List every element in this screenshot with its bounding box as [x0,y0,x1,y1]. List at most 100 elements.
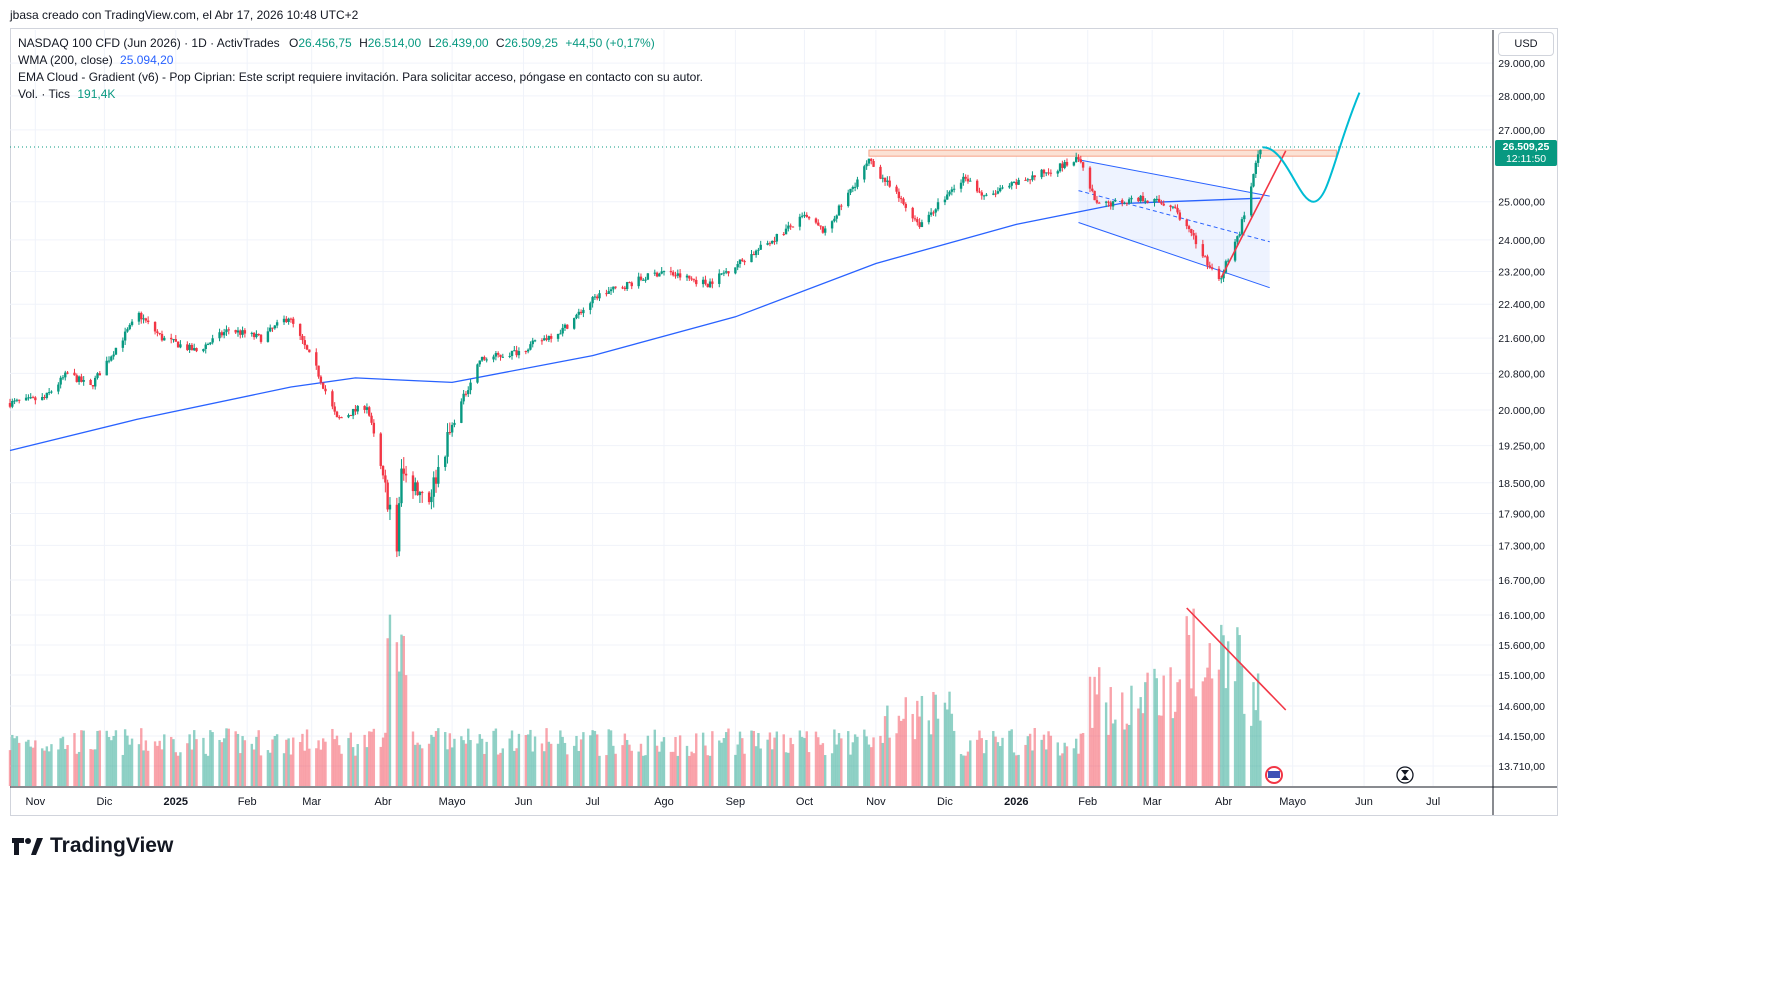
candle-body [517,351,521,356]
candle-body [609,289,613,292]
candle-body [351,409,355,416]
volume-bar [349,732,353,786]
volume-bar [766,739,769,786]
candle-body [757,249,760,251]
volume-bar [485,741,488,786]
candle [605,289,608,297]
volume-bar [572,745,576,786]
candle-body [918,222,921,228]
volume-bar [356,744,359,786]
candle-body [743,261,746,263]
candle [188,343,191,353]
volume-bar [513,750,516,786]
volume-bar [646,735,650,786]
tradingview-brand[interactable]: TradingView [10,834,173,858]
channel-upper-line [1078,159,1270,197]
candle-body [453,422,456,425]
candle [8,398,12,409]
volume-bar [817,737,820,786]
volume-bar [404,675,408,786]
volume-bar [1061,753,1064,786]
volume-bar [73,733,76,786]
high-value: 26.514,00 [367,36,422,50]
candle-body [630,282,633,287]
candle-body [315,352,318,366]
close-label: C [495,36,505,50]
volume-bar [43,750,46,786]
volume-bar [1146,672,1149,786]
candle-body [791,226,795,228]
candle-body [711,281,714,284]
candle [61,375,65,381]
volume-bar [639,743,643,786]
candle-body [1107,201,1110,203]
candle [241,326,244,338]
candle-body [128,324,131,330]
volume-bar [18,742,21,786]
candle-body [752,254,756,256]
candle-body [305,345,309,350]
candle-body [911,207,914,219]
candle-body [234,330,237,333]
volume-bar [978,730,981,786]
volume-bars [8,608,1262,786]
volume-bar [612,745,615,786]
candle-body [1012,181,1016,183]
legend-volume-row[interactable]: Vol. · Tics 191,4K [18,86,703,103]
candle-body [1236,236,1239,242]
candle-body [110,356,113,361]
candle-body [840,205,843,207]
low-label: L [428,36,436,50]
legend-symbol-row[interactable]: NASDAQ 100 CFD (Jun 2026) · 1D · ActivTr… [18,35,703,52]
currency-button[interactable]: USD [1498,32,1554,56]
candle-body [692,279,696,281]
volume-bar [163,734,166,786]
volume-bar [1095,694,1099,786]
volume-bar [315,748,318,786]
candle-body [598,293,601,299]
volume-bar [757,733,760,786]
volume-bar [561,736,564,786]
volume-bar [146,750,150,786]
volume-bar [1236,627,1239,786]
candle-body [1137,197,1140,202]
candle [204,342,207,354]
candle [722,270,726,277]
volume-bar [34,740,37,786]
legend-ema-cloud-row[interactable]: EMA Cloud - Gradient (v6) - Pop Ciprian:… [18,69,703,86]
price-projection-path [1262,92,1361,203]
candle-body [637,276,640,287]
candle [202,348,205,353]
candle-body [273,325,277,329]
volume-bar [985,740,988,786]
candle-body [287,318,290,322]
volume-bar [434,731,438,786]
candle [483,355,486,361]
candle [669,266,673,276]
volume-bar [140,728,143,786]
legend-wma-row[interactable]: WMA (200, close) 25.094,20 [18,52,703,69]
candle-body [985,194,988,196]
candle [462,389,465,405]
candle-body [660,271,663,274]
candle [333,402,336,415]
candle-body [720,273,723,275]
volume-bar [1045,749,1048,786]
candle [163,335,166,341]
candle-body [646,273,650,280]
candle [593,293,597,300]
candle-body [8,403,12,407]
volume-bar [57,749,60,786]
candle [292,316,295,328]
volume-bar [386,638,389,786]
candle-body [169,337,173,340]
candle [1160,199,1163,206]
candle-body [112,354,115,357]
volume-bar [351,747,355,786]
candle-body [41,397,44,401]
candle-body [89,379,92,386]
volume-bar [676,755,680,786]
candle [798,213,802,231]
candle [317,365,320,379]
